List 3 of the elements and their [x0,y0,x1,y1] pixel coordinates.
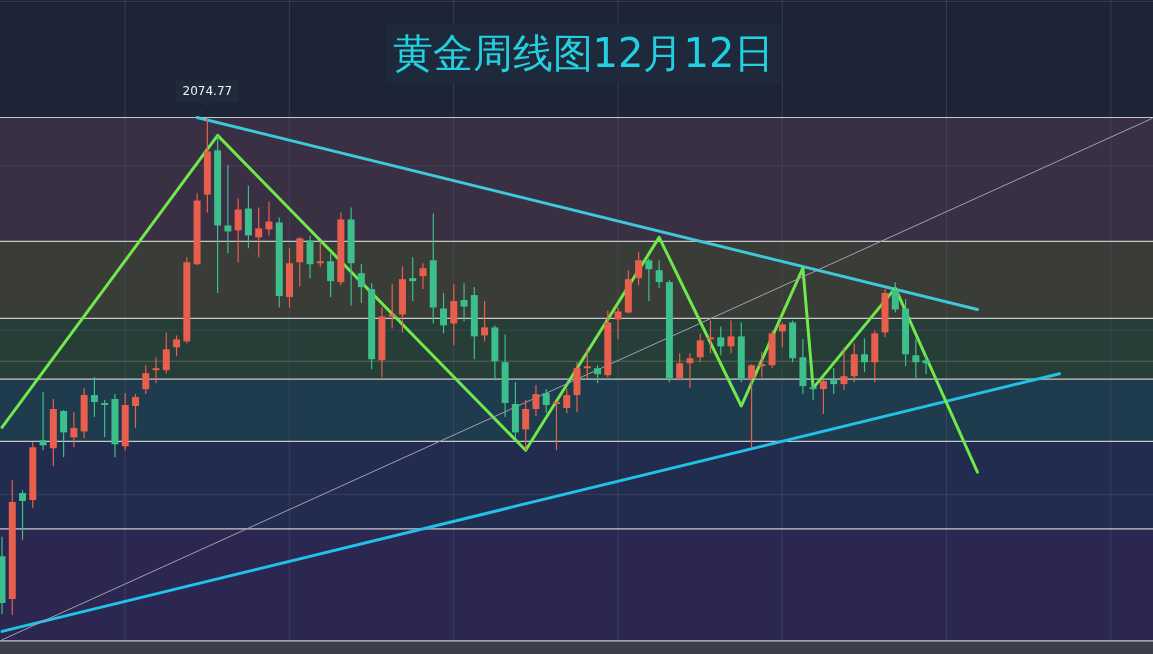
annotation: 2074.77 [175,80,240,108]
annotation: 2074.77 [182,84,233,99]
title: 黄金周线图12月12日 [392,30,775,76]
